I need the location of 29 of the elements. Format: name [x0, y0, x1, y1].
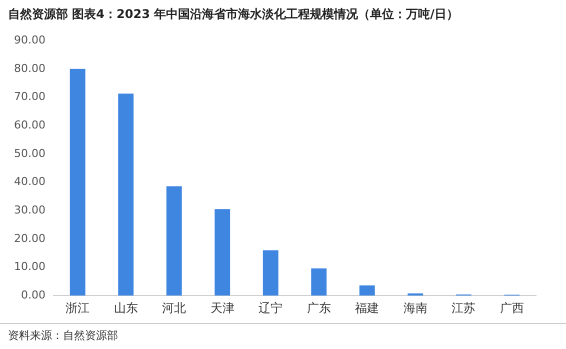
- x-tick-label: 天津: [210, 300, 234, 315]
- x-tick-label: 海南: [403, 300, 428, 315]
- x-tick-label: 辽宁: [258, 300, 283, 315]
- y-tick-label: 50.00: [14, 146, 46, 160]
- bar: [70, 68, 86, 296]
- y-tick-label: 0.00: [20, 288, 46, 302]
- text: 资料来源：自然资源部: [8, 328, 118, 343]
- y-tick-label: 40.00: [14, 175, 46, 188]
- bar: [166, 186, 182, 296]
- x-tick-label: 浙江: [66, 300, 90, 315]
- bar: [118, 94, 134, 296]
- y-tick-label: 70.00: [14, 90, 46, 104]
- y-tick-label: 30.00: [14, 203, 46, 216]
- x-tick-label: 江苏: [452, 300, 476, 315]
- x-tick-label: 山东: [114, 300, 138, 315]
- y-tick-label: 10.00: [14, 260, 46, 274]
- bar: [311, 268, 327, 296]
- y-tick-label: 20.00: [14, 232, 46, 245]
- x-tick-label: 福建: [355, 300, 380, 315]
- x-tick-label: 河北: [162, 300, 186, 315]
- bar: [262, 250, 278, 296]
- bar: [214, 209, 230, 296]
- y-tick-label: 90.00: [14, 33, 46, 46]
- y-tick-label: 60.00: [14, 118, 46, 132]
- x-tick-label: 广西: [500, 300, 524, 315]
- x-tick-label: 广东: [306, 300, 331, 315]
- chart-title: 自然资源部 图表4：2023 年中国沿海省市海水淡化工程规模情况（单位：万吨/日）: [8, 6, 458, 23]
- bar: [359, 285, 375, 296]
- y-tick-label: 80.00: [14, 62, 46, 75]
